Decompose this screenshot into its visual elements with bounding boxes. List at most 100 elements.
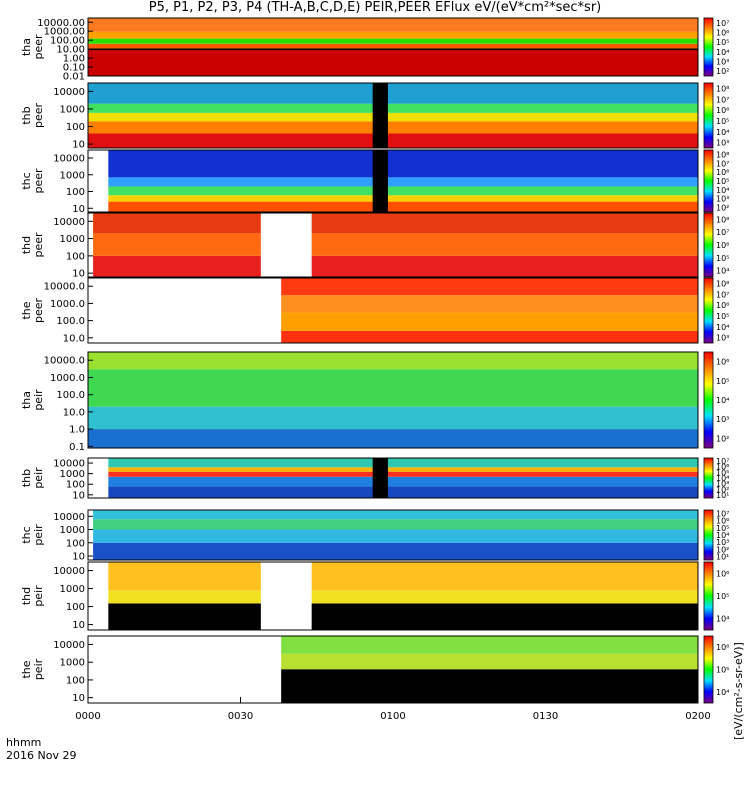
panel-label-the-peir-inst: peir (32, 658, 45, 680)
colorbar-tick-thd-peir-0: 10⁶ (716, 569, 729, 578)
ytick-label-thd-peer-3: 10 (72, 269, 85, 280)
colorbar-tick-thd-peir-1: 10⁵ (716, 592, 729, 601)
colorbar-tick-thb-peir-0: 10⁷ (716, 457, 729, 466)
frame-tha-peer (87, 17, 699, 77)
band-thc-peer-3 (88, 177, 698, 187)
ytick-label-thd-peer-1: 1000 (60, 234, 85, 245)
colorbar-thd-peir (703, 561, 714, 631)
panel-label-thc-peir-inst: peir (32, 524, 45, 546)
figure-title: P5, P1, P2, P3, P4 (TH-A,B,C,D,E) PEIR,P… (148, 0, 602, 15)
panel-the-peir: 10000 1000 100 10 the peir 10⁶ 10⁵ 10⁴ (20, 635, 729, 704)
gap-thb-peir-0 (88, 458, 109, 498)
colorbar-tick-thb-peir-3: 10⁴ (716, 474, 729, 483)
band-tha-peer-5 (88, 18, 698, 32)
ytick-label-thd-peir-0: 10000 (53, 566, 85, 577)
colorbar-tick-thc-peer-6: 10² (716, 204, 729, 213)
band-tha-peer-0 (88, 50, 698, 76)
panel-label-thb-peer-inst: peer (32, 103, 45, 129)
panel-label-thb-peir-inst: peir (32, 467, 45, 489)
band-thc-peir-1 (88, 529, 698, 543)
ytick-label-thc-peer-1: 1000 (60, 170, 85, 181)
panel-label-tha-peer-inst: peer (32, 34, 45, 60)
panel-label-thb-peir-probe: thb (20, 469, 33, 487)
band-thb-peir-3 (88, 467, 698, 472)
band-thd-peer-1 (88, 233, 698, 256)
band-thb-peir-4 (88, 458, 698, 468)
colorbar-tick-thb-peir-1: 10⁶ (716, 463, 729, 472)
panel-label-tha-peer-probe: tha (20, 38, 33, 56)
band-thd-peir-2 (88, 562, 698, 591)
panel-thb-peer: 10000 1000 100 10 thb peer 10⁸ 10⁷ 10⁶ 10⁵ 10⁴ 10³ (20, 82, 729, 151)
colorbar-tick-thb-peer-4: 10⁴ (716, 128, 729, 137)
panel-label-thd-peir-inst: peir (32, 585, 45, 607)
ytick-label-thb-peir-0: 10000 (53, 459, 85, 470)
ytick-label-thd-peir-2: 100 (66, 602, 85, 613)
colorbar-tick-thc-peir-3: 10⁴ (716, 531, 729, 540)
ytick-label-thb-peer-0: 10000 (53, 87, 85, 98)
colorbar-thc-peer (703, 149, 714, 213)
xtick-label-4: 0200 (685, 711, 710, 722)
panel-label-thd-peer-probe: thd (20, 236, 33, 254)
band-thb-peer-2 (88, 112, 698, 122)
colorbar-tick-thb-peir-5: 10² (716, 485, 729, 494)
colorbar-tick-thc-peer-0: 10⁸ (716, 150, 729, 159)
frame-thb-peer (87, 82, 699, 149)
colorbar-tick-thc-peir-2: 10⁵ (716, 524, 729, 533)
ytick-label-tha-peir-4: 1.0 (69, 425, 85, 436)
xaxis-label-date: 2016 Nov 29 (6, 749, 76, 762)
ytick-label-thd-peir-1: 1000 (60, 584, 85, 595)
panel-label-thd-peer-inst: peer (32, 232, 45, 258)
colorbar-tick-thc-peer-1: 10⁷ (716, 159, 729, 168)
ytick-label-tha-peir-0: 10000.0 (44, 356, 85, 367)
band-thb-peer-3 (88, 103, 698, 113)
band-tha-peir-1 (88, 406, 698, 430)
ytick-label-the-peir-2: 100 (66, 675, 85, 686)
colorbar-tick-tha-peir-2: 10⁴ (716, 396, 729, 405)
band-thc-peer-1 (88, 195, 698, 202)
ytick-label-tha-peir-5: 0.1 (69, 442, 85, 453)
colorbar-tick-thd-peer-1: 10⁷ (716, 228, 729, 237)
ytick-label-tha-peir-3: 10.0 (63, 407, 85, 418)
ytick-label-the-peer-1: 1000.0 (50, 299, 85, 310)
colorbar-tick-tha-peer-4: 10³ (716, 58, 729, 67)
gap-thd-peir-0 (88, 562, 109, 630)
colorbar-tick-thc-peer-3: 10⁵ (716, 177, 729, 186)
colorbar-tick-tha-peer-5: 10² (716, 67, 729, 76)
colorbar-tick-thb-peir-2: 10⁵ (716, 468, 729, 477)
colorbar-tick-thc-peer-4: 10⁴ (716, 186, 729, 195)
frame-thc-peer (87, 149, 699, 213)
colorbar-tick-thd-peer-4: 10⁴ (716, 267, 729, 276)
panel-label-thd-peir-probe: thd (20, 587, 33, 605)
colorbar-tha-peir (703, 351, 714, 449)
colorbar-tick-tha-peer-3: 10⁴ (716, 48, 729, 57)
ytick-label-tha-peer-2: 100.00 (50, 36, 85, 47)
ytick-label-thb-peer-3: 10 (72, 140, 85, 151)
band-thc-peir-0 (88, 542, 698, 560)
ytick-label-thc-peir-2: 100 (66, 538, 85, 549)
ytick-label-the-peer-2: 100.0 (56, 316, 85, 327)
colorbar-tick-thc-peir-5: 10² (716, 545, 729, 554)
colorbar-tick-thc-peir-4: 10³ (716, 538, 729, 547)
colorbar-the-peer (703, 277, 714, 344)
gap-thd-peer-0 (88, 213, 94, 277)
panel-label-thc-peir-probe: thc (20, 526, 33, 543)
colorbar-thb-peer (703, 82, 714, 149)
ytick-label-the-peer-3: 10.0 (63, 333, 85, 344)
panel-label-the-peer-probe: the (20, 301, 33, 319)
colorbar-title: [eV/(cm²-s-sr-eV)] (732, 642, 745, 740)
colorbar-tick-tha-peir-1: 10⁵ (716, 377, 729, 386)
colorbar-tick-tha-peer-0: 10⁷ (716, 19, 729, 28)
colorbar-tick-tha-peer-2: 10⁵ (716, 38, 729, 47)
fill-thc-peer-0 (372, 150, 388, 212)
colorbar-tick-tha-peir-4: 10² (716, 434, 729, 443)
band-thb-peer-0 (88, 133, 698, 148)
colorbar-tick-the-peer-2: 10⁶ (716, 301, 729, 310)
band-thb-peir-0 (88, 486, 698, 498)
ytick-label-thd-peir-3: 10 (72, 620, 85, 631)
colorbar-tha-peer (703, 17, 714, 77)
ytick-label-thd-peer-0: 10000 (53, 217, 85, 228)
panel-label-thc-peer-probe: thc (20, 172, 33, 189)
band-thc-peir-2 (88, 519, 698, 530)
ytick-label-thc-peir-0: 10000 (53, 512, 85, 523)
